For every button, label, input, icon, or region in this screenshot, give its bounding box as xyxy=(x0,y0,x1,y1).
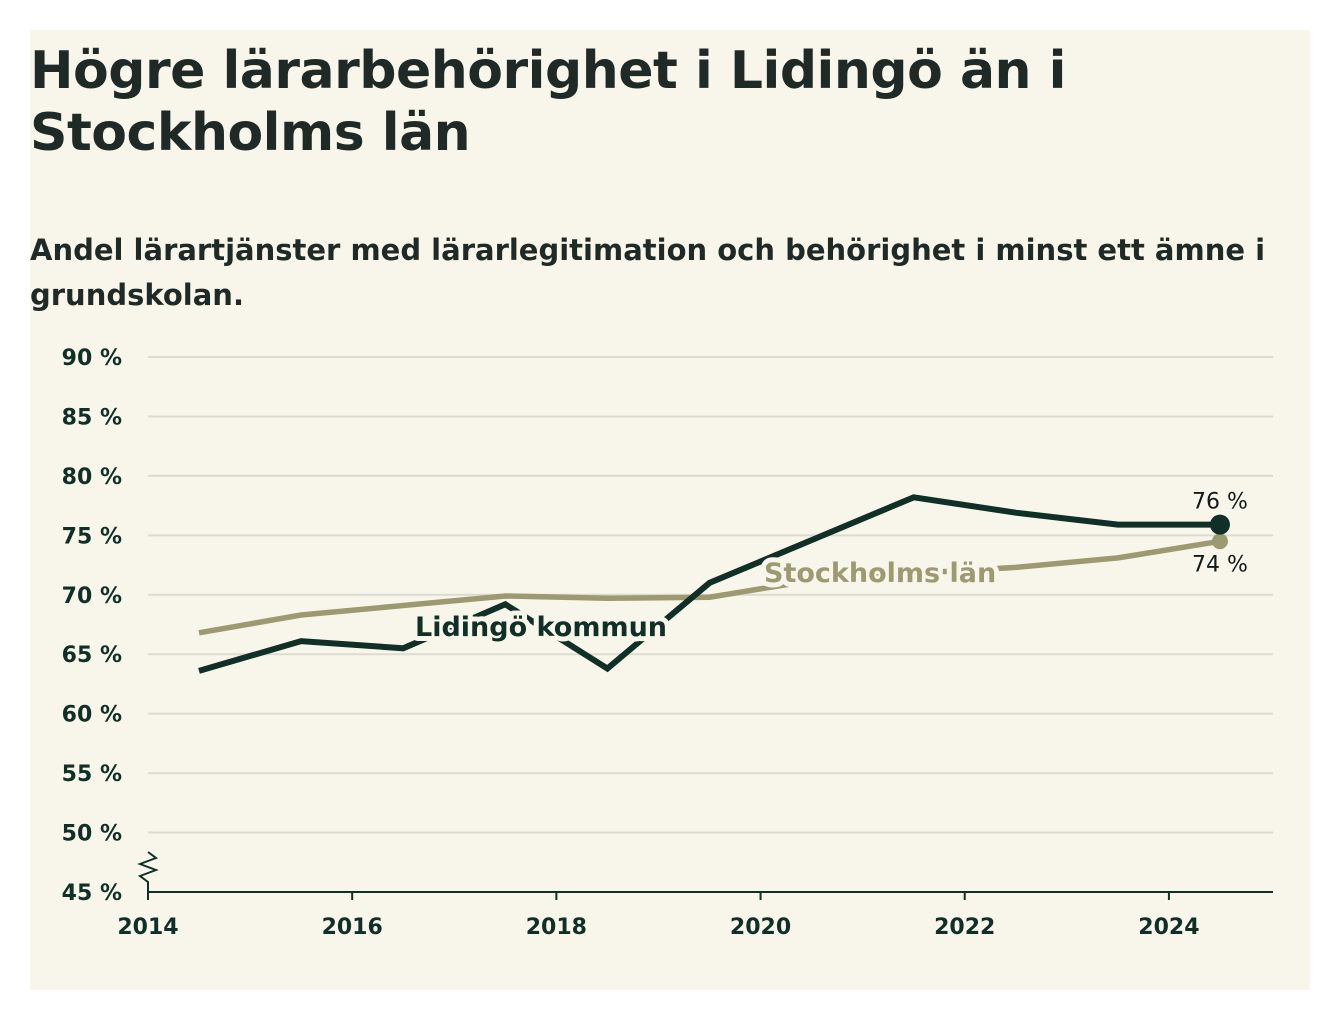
x-tick-label: 2016 xyxy=(322,915,383,940)
series-line-lidingo xyxy=(198,494,1220,674)
data-point-lidingo xyxy=(1209,514,1230,535)
chart-subtitle: Andel lärartjänster med lärarlegitimatio… xyxy=(30,233,1266,312)
x-tick-label: 2022 xyxy=(934,915,995,940)
x-tick-label: 2024 xyxy=(1138,915,1199,940)
series-label-stockholm: Stockholms län xyxy=(764,558,996,589)
y-tick-label: 45 % xyxy=(62,881,122,906)
end-value-label-lidingo: 76 % xyxy=(1192,490,1248,515)
y-tick-label: 60 % xyxy=(62,703,122,728)
data-point-stockholm xyxy=(1211,533,1228,550)
y-tick-label: 50 % xyxy=(62,822,122,847)
series-label-lidingo: Lidingö kommun xyxy=(415,612,667,643)
x-tick-label: 2014 xyxy=(117,915,178,940)
x-tick-label: 2018 xyxy=(526,915,587,940)
y-tick-label: 55 % xyxy=(62,762,122,787)
series-line-stockholm xyxy=(198,538,1221,636)
y-tick-label: 70 % xyxy=(62,584,122,609)
x-tick-label: 2020 xyxy=(730,915,791,940)
axis-break-icon xyxy=(137,851,159,892)
y-tick-label: 65 % xyxy=(62,643,122,668)
y-tick-label: 90 % xyxy=(62,346,122,371)
chart-card: Högre lärarbehörighet i Lidingö än i Sto… xyxy=(30,30,1310,990)
chart-title: Högre lärarbehörighet i Lidingö än i Sto… xyxy=(30,41,1067,163)
y-tick-label: 75 % xyxy=(62,524,122,549)
y-tick-label: 85 % xyxy=(62,405,122,430)
end-value-label-stockholm: 74 % xyxy=(1192,552,1248,577)
y-tick-label: 80 % xyxy=(62,465,122,490)
line-chart: 45 % 50 % 55 % 60 % 65 % 70 % 75 % 80 % 85 % 90 %… xyxy=(62,346,1273,940)
